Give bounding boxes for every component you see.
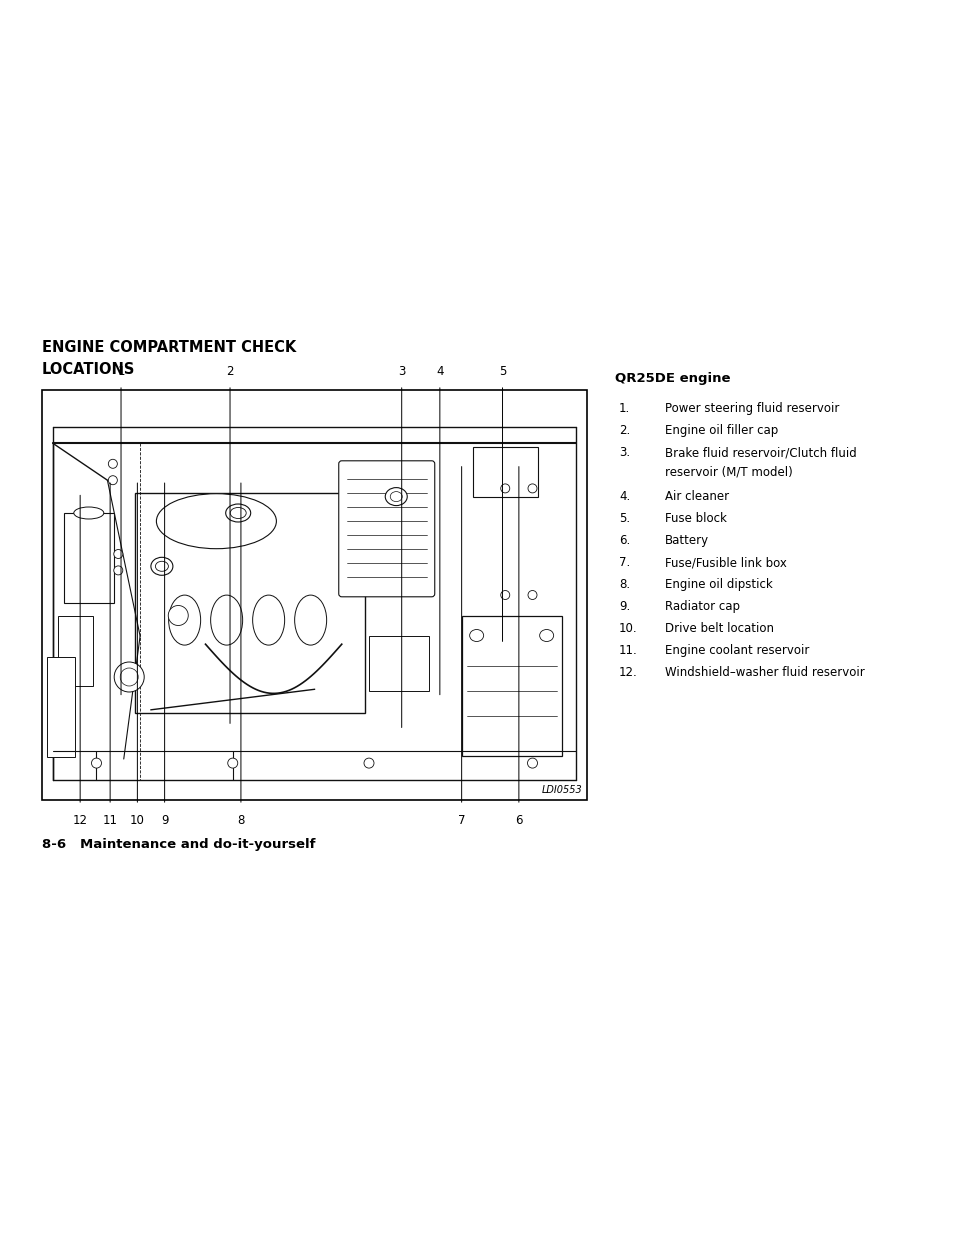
Ellipse shape	[151, 557, 172, 576]
Ellipse shape	[527, 758, 537, 768]
Bar	[472, 447, 537, 498]
Text: Power steering fluid reservoir: Power steering fluid reservoir	[664, 403, 839, 415]
Ellipse shape	[114, 662, 144, 692]
Ellipse shape	[500, 484, 509, 493]
Text: LDI0553: LDI0553	[540, 785, 581, 795]
Ellipse shape	[527, 590, 537, 599]
Text: 2.: 2.	[618, 424, 630, 437]
Ellipse shape	[168, 605, 188, 625]
Text: QR25DE engine: QR25DE engine	[615, 372, 730, 385]
Bar	[461, 615, 561, 756]
Text: Engine oil dipstick: Engine oil dipstick	[664, 578, 772, 592]
Text: 1: 1	[117, 366, 125, 378]
Text: 3.: 3.	[618, 446, 630, 459]
Text: 2: 2	[226, 366, 233, 378]
Bar	[64, 513, 113, 603]
Ellipse shape	[527, 484, 537, 493]
Ellipse shape	[228, 758, 237, 768]
Ellipse shape	[211, 595, 242, 645]
Bar	[134, 493, 364, 713]
Ellipse shape	[230, 508, 246, 519]
Text: 9: 9	[161, 814, 168, 827]
Ellipse shape	[120, 668, 138, 685]
Ellipse shape	[113, 566, 123, 576]
Text: 4.: 4.	[618, 490, 630, 503]
Ellipse shape	[73, 508, 104, 519]
Ellipse shape	[294, 595, 326, 645]
Text: reservoir (M/T model): reservoir (M/T model)	[664, 466, 792, 479]
Text: Fuse block: Fuse block	[664, 513, 726, 525]
Text: 1.: 1.	[618, 403, 630, 415]
Text: 12: 12	[72, 814, 88, 827]
Text: 8-6   Maintenance and do-it-yourself: 8-6 Maintenance and do-it-yourself	[42, 839, 315, 851]
FancyBboxPatch shape	[338, 461, 435, 597]
Text: 11: 11	[103, 814, 117, 827]
Text: Air cleaner: Air cleaner	[664, 490, 728, 503]
Text: 10.: 10.	[618, 622, 637, 635]
Text: 6: 6	[515, 814, 522, 827]
Text: Battery: Battery	[664, 534, 708, 547]
Ellipse shape	[113, 550, 123, 558]
Text: 7: 7	[457, 814, 465, 827]
Text: Radiator cap: Radiator cap	[664, 600, 740, 613]
Text: Windshield–washer fluid reservoir: Windshield–washer fluid reservoir	[664, 666, 863, 679]
Bar	[58, 615, 93, 685]
Ellipse shape	[91, 758, 101, 768]
Text: 7.: 7.	[618, 556, 630, 569]
Bar	[369, 636, 429, 692]
Text: 10: 10	[130, 814, 145, 827]
Text: Engine coolant reservoir: Engine coolant reservoir	[664, 643, 808, 657]
Text: Drive belt location: Drive belt location	[664, 622, 773, 635]
Ellipse shape	[469, 630, 483, 641]
Text: 3: 3	[397, 366, 405, 378]
Ellipse shape	[109, 459, 117, 468]
Bar	[48, 657, 75, 757]
Ellipse shape	[253, 595, 284, 645]
Text: ENGINE COMPARTMENT CHECK: ENGINE COMPARTMENT CHECK	[42, 340, 296, 354]
Text: 6.: 6.	[618, 534, 630, 547]
Ellipse shape	[539, 630, 553, 641]
Ellipse shape	[156, 494, 276, 548]
Ellipse shape	[385, 488, 407, 505]
Ellipse shape	[169, 595, 200, 645]
Bar	[42, 390, 586, 800]
Text: LOCATIONS: LOCATIONS	[42, 362, 135, 377]
Text: Engine oil filler cap: Engine oil filler cap	[664, 424, 778, 437]
Text: 11.: 11.	[618, 643, 638, 657]
Text: 8.: 8.	[618, 578, 630, 592]
Ellipse shape	[390, 492, 402, 501]
Text: 5: 5	[498, 366, 506, 378]
Text: 5.: 5.	[618, 513, 630, 525]
Text: Fuse/Fusible link box: Fuse/Fusible link box	[664, 556, 786, 569]
Text: 12.: 12.	[618, 666, 638, 679]
Text: 9.: 9.	[618, 600, 630, 613]
Text: 4: 4	[436, 366, 443, 378]
Text: 8: 8	[237, 814, 244, 827]
Ellipse shape	[155, 561, 169, 572]
Ellipse shape	[364, 758, 374, 768]
Text: Brake fluid reservoir/Clutch fluid: Brake fluid reservoir/Clutch fluid	[664, 446, 856, 459]
Ellipse shape	[226, 504, 251, 522]
Ellipse shape	[109, 475, 117, 484]
Ellipse shape	[500, 590, 509, 599]
